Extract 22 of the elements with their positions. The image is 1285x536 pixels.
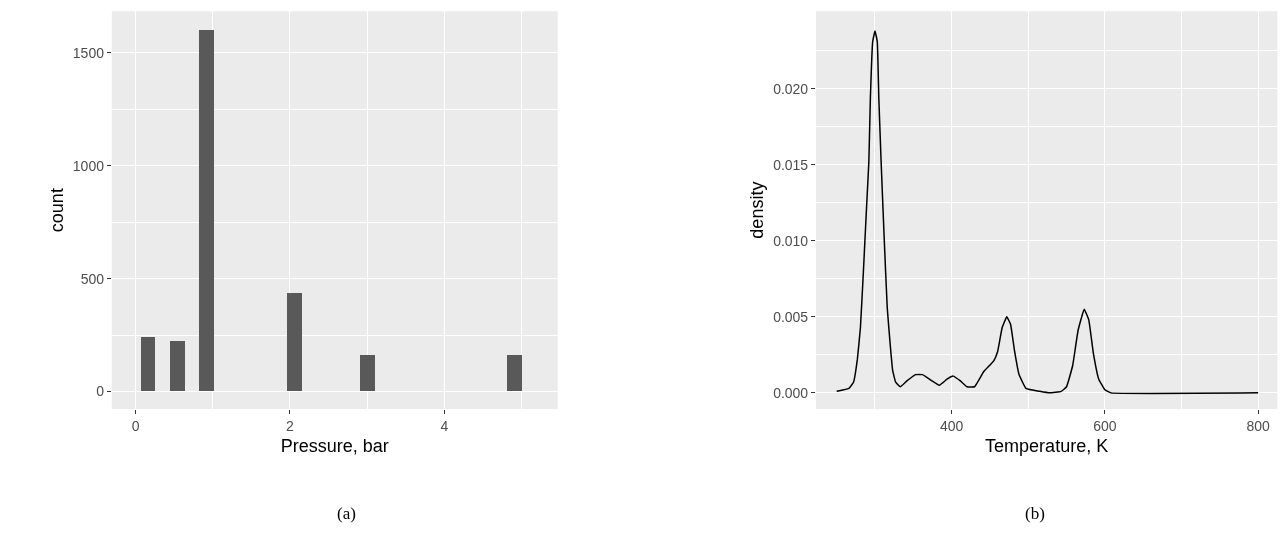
x-tick-label: 0 (131, 417, 140, 434)
y-axis-title: density (747, 181, 768, 239)
y-tick-label: 1500 (72, 44, 105, 61)
y-tick-label: 0.005 (773, 308, 809, 325)
y-tick-label: 1000 (72, 157, 105, 174)
x-tick-label: 600 (1093, 417, 1117, 434)
x-tick-label: 800 (1246, 417, 1271, 434)
x-axis-title: Pressure, bar (280, 435, 389, 456)
y-tick-label: 0 (96, 383, 105, 400)
text: (b) (1025, 504, 1045, 523)
y-tick-label: 0.010 (773, 232, 809, 249)
y-tick-label: 0.000 (773, 384, 809, 401)
x-tick-label: 2 (286, 417, 295, 434)
x-tick-label: 4 (440, 417, 449, 434)
y-tick-label: 0.015 (773, 156, 809, 173)
line-series (835, 30, 1259, 395)
text: (a) (337, 504, 356, 523)
x-axis-title: Temperature, K (985, 435, 1109, 456)
y-tick-label: 500 (80, 270, 105, 287)
y-tick-label: 0.020 (773, 80, 809, 97)
y-axis-title: count (47, 188, 68, 233)
x-tick-label: 400 (939, 417, 964, 434)
